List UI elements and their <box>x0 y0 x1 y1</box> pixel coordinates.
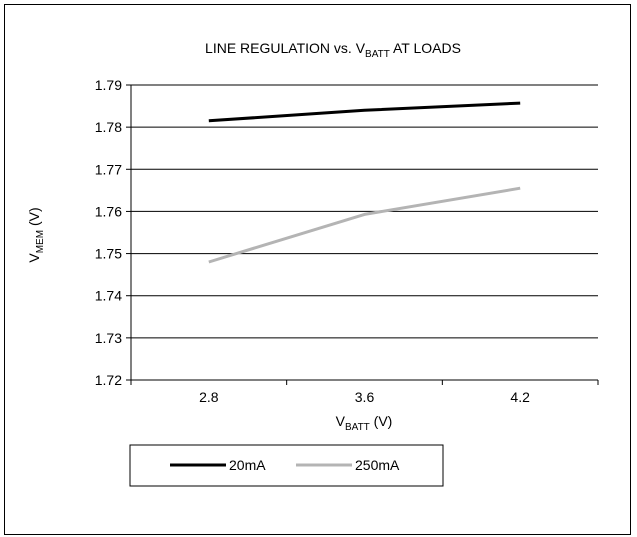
y-tick-label: 1.77 <box>95 161 122 177</box>
y-axis-label-tail: (V) <box>26 207 42 230</box>
x-axis-label: VBATT (V) <box>336 413 393 433</box>
y-tick-label: 1.79 <box>95 77 122 93</box>
y-tick-label: 1.73 <box>95 330 122 346</box>
legend: 20mA 250mA <box>129 444 444 487</box>
y-tick-label: 1.76 <box>95 203 122 219</box>
chart-title-main: LINE REGULATION vs. V <box>205 40 366 56</box>
axes <box>126 84 599 385</box>
series-line-20ma <box>208 101 521 123</box>
chart-title-sub: BATT <box>365 49 390 60</box>
y-tick-label: 1.72 <box>95 372 122 388</box>
x-tick-label: 2.8 <box>199 389 219 405</box>
grid-lines <box>131 84 598 339</box>
y-tick-label: 1.75 <box>95 246 122 262</box>
legend-label-250ma: 250mA <box>355 457 400 473</box>
chart-title: LINE REGULATION vs. VBATT AT LOADS <box>205 40 461 60</box>
series-line-250ma <box>208 186 521 264</box>
x-tick-label: 4.2 <box>510 389 530 405</box>
x-axis-label-main: V <box>336 413 346 429</box>
y-axis-label-sub: MEM <box>35 230 46 253</box>
y-tick-label: 1.74 <box>95 288 122 304</box>
y-axis-label: VMEM (V) <box>26 207 46 262</box>
y-axis-label-main: V <box>26 253 42 263</box>
y-tick-labels: 1.72 1.73 1.74 1.75 1.76 1.77 1.78 1.79 <box>95 77 122 388</box>
x-tick-label: 3.6 <box>355 389 375 405</box>
x-tick-labels: 2.8 3.6 4.2 <box>199 389 530 405</box>
chart-title-tail: AT LOADS <box>390 40 461 56</box>
y-tick-label: 1.78 <box>95 119 122 135</box>
series-lines <box>208 101 521 264</box>
x-axis-label-sub: BATT <box>345 422 370 433</box>
legend-label-20ma: 20mA <box>229 457 266 473</box>
x-axis-label-tail: (V) <box>370 413 393 429</box>
